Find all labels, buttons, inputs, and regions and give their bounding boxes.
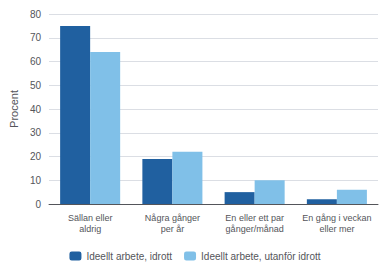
svg-text:20: 20: [30, 151, 42, 162]
svg-text:Några gånger: Några gånger: [145, 213, 200, 223]
svg-text:40: 40: [30, 104, 42, 115]
svg-text:80: 80: [30, 9, 42, 20]
svg-text:En eller ett par: En eller ett par: [225, 213, 284, 223]
svg-text:50: 50: [30, 80, 42, 91]
svg-text:10: 10: [30, 175, 42, 186]
svg-text:eller mer: eller mer: [319, 224, 354, 234]
svg-text:Procent: Procent: [8, 90, 20, 128]
svg-text:En gång i veckan: En gång i veckan: [302, 213, 371, 223]
svg-text:Ideellt arbete, idrott: Ideellt arbete, idrott: [86, 251, 172, 262]
svg-text:Ideellt arbete, utanför idrott: Ideellt arbete, utanför idrott: [201, 251, 321, 262]
svg-text:aldrig: aldrig: [79, 224, 101, 234]
svg-text:per år: per år: [161, 224, 185, 234]
svg-text:30: 30: [30, 127, 42, 138]
svg-text:gånger/månad: gånger/månad: [226, 224, 284, 234]
svg-text:70: 70: [30, 32, 42, 43]
svg-text:Sällan eller: Sällan eller: [68, 213, 113, 223]
svg-text:60: 60: [30, 56, 42, 67]
svg-text:0: 0: [35, 199, 41, 210]
